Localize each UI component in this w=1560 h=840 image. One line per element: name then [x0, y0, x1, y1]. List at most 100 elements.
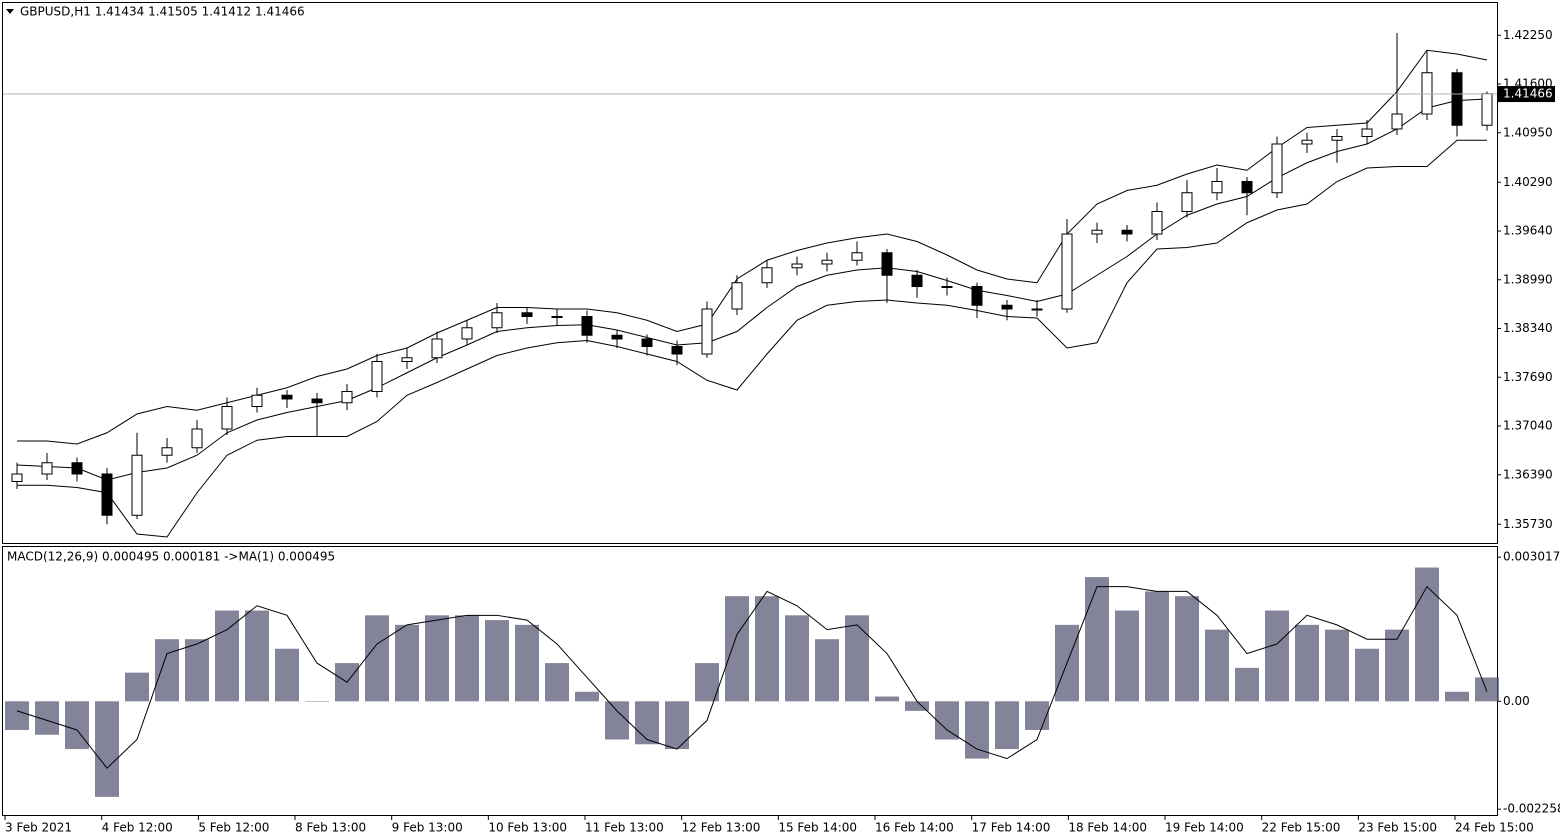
candle-body [311, 398, 323, 404]
y-tick-label: 1.36390 [1503, 467, 1553, 481]
y-tick-label: 0.003017 [1503, 550, 1560, 564]
candle-body [251, 394, 263, 407]
macd-bar [1235, 667, 1259, 702]
current-price-label: 1.41466 [1503, 87, 1553, 101]
candle-body [491, 312, 503, 329]
signal-line [16, 585, 1488, 769]
macd-bar [1445, 691, 1469, 702]
macd-bar [365, 615, 389, 702]
candle-body [1001, 304, 1013, 310]
macd-bar [1205, 629, 1229, 702]
candle-body [1481, 93, 1493, 126]
x-tick-label: 16 Feb 14:00 [875, 821, 954, 835]
candle-body [1181, 192, 1193, 212]
macd-bar [905, 701, 929, 711]
macd-bar [785, 615, 809, 702]
macd-bar [1325, 629, 1349, 702]
candle-body [851, 252, 863, 261]
menu-arrow[interactable] [6, 9, 14, 14]
macd-bar [1415, 567, 1439, 702]
x-tick-label: 22 Feb 15:00 [1262, 821, 1341, 835]
candle-body [161, 447, 173, 456]
macd-bar [1115, 610, 1139, 702]
macd-bar [1355, 648, 1379, 702]
macd-bar [1385, 629, 1409, 702]
candle-body [131, 454, 143, 516]
candle-body [1361, 128, 1373, 137]
macd-bar [695, 663, 719, 702]
candle-body [641, 338, 653, 347]
x-tick-label: 12 Feb 13:00 [682, 821, 761, 835]
macd-bar [635, 701, 659, 745]
candle-body [401, 357, 413, 362]
candle-body [1241, 181, 1253, 194]
candle-body [1271, 143, 1283, 194]
candle-body [521, 312, 533, 317]
x-tick-label: 5 Feb 12:00 [198, 821, 269, 835]
candle-body [41, 462, 53, 475]
x-tick-label: 3 Feb 2021 [5, 821, 72, 835]
candle-body [881, 252, 893, 276]
y-tick-label: 1.35730 [1503, 517, 1553, 531]
candle-body [1331, 136, 1343, 141]
macd-bar [485, 620, 509, 702]
candle-body [791, 263, 803, 269]
candle-body [971, 286, 983, 306]
candle-body [101, 473, 113, 516]
x-tick-label: 15 Feb 14:00 [778, 821, 857, 835]
macd-bar [1295, 624, 1319, 702]
x-tick-label: 8 Feb 13:00 [295, 821, 366, 835]
macd-bar [275, 648, 299, 702]
macd-bar [5, 701, 29, 730]
macd-bar [1145, 591, 1169, 702]
macd-bar [65, 701, 89, 750]
price-panel [2, 2, 1498, 544]
macd-bar [185, 639, 209, 702]
x-tick-label: 11 Feb 13:00 [585, 821, 664, 835]
macd-bar [1085, 577, 1109, 702]
candle-body [431, 338, 443, 359]
bollinger-line [16, 98, 1488, 481]
macd-bar [815, 639, 839, 702]
macd-bar [425, 615, 449, 702]
candle-body [71, 462, 83, 475]
x-tick-label: 24 Feb 15:00 [1455, 821, 1534, 835]
candle-body [761, 267, 773, 284]
x-tick-label: 19 Feb 14:00 [1165, 821, 1244, 835]
x-tick-label: 4 Feb 12:00 [102, 821, 173, 835]
y-tick-label: 1.40290 [1503, 175, 1553, 189]
macd-bar [995, 701, 1019, 750]
macd-bar [1265, 610, 1289, 702]
macd-bar [215, 610, 239, 702]
y-tick-label: 1.40950 [1503, 125, 1553, 139]
macd-bar [755, 596, 779, 702]
macd-bar [515, 624, 539, 702]
macd-bar [875, 696, 899, 702]
x-tick-label: 18 Feb 14:00 [1068, 821, 1147, 835]
candle-body [731, 282, 743, 310]
candle-body [191, 428, 203, 449]
current-price-box [1498, 86, 1555, 103]
x-tick-label: 10 Feb 13:00 [488, 821, 567, 835]
price-title: GBPUSD,H1 1.41434 1.41505 1.41412 1.4146… [20, 5, 305, 19]
y-tick-label: 1.38340 [1503, 321, 1553, 335]
macd-bar [125, 672, 149, 702]
macd-bar [845, 615, 869, 702]
macd-bar [1475, 677, 1499, 702]
bollinger-line [17, 139, 1487, 538]
macd-bar [725, 596, 749, 702]
y-tick-label: 1.37690 [1503, 370, 1553, 384]
macd-bar [1025, 701, 1049, 730]
candle-body [461, 327, 473, 340]
candle-body [941, 286, 953, 288]
candle-body [1091, 229, 1103, 235]
candle-body [1061, 233, 1073, 310]
y-tick-label: 1.42250 [1503, 28, 1553, 42]
candle-body [341, 391, 353, 404]
candle-body [1421, 72, 1433, 115]
macd-bar [935, 701, 959, 740]
macd-bar [305, 701, 329, 702]
x-tick-label: 17 Feb 14:00 [972, 821, 1051, 835]
candle-body [1451, 72, 1463, 126]
